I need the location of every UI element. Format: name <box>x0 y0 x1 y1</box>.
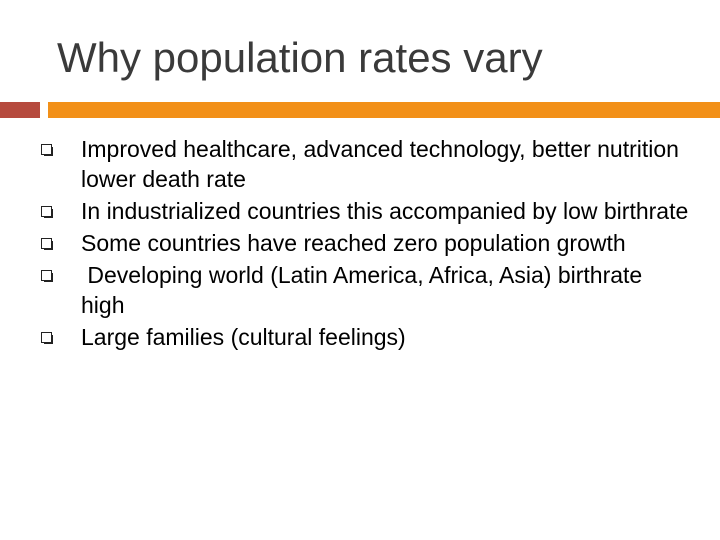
title-rule-left <box>0 102 40 118</box>
bullet-text: Developing world (Latin America, Africa,… <box>81 262 649 318</box>
bullet-text: Large families (cultural feelings) <box>81 324 406 350</box>
title-rule-right <box>48 102 720 118</box>
bullet-item: Some countries have reached zero populat… <box>0 228 691 258</box>
bullet-text: Some countries have reached zero populat… <box>81 230 626 256</box>
bullet-item: Large families (cultural feelings) <box>0 322 691 352</box>
bullet-list: Improved healthcare, advanced technology… <box>0 134 720 354</box>
square-bullet-icon <box>41 238 53 250</box>
square-bullet-icon <box>41 332 53 344</box>
bullet-item: In industrialized countries this accompa… <box>0 196 691 226</box>
bullet-text: In industrialized countries this accompa… <box>81 198 689 224</box>
square-bullet-icon <box>41 270 53 282</box>
bullet-item: Improved healthcare, advanced technology… <box>0 134 691 194</box>
bullet-text: Improved healthcare, advanced technology… <box>81 136 686 192</box>
slide-title: Why population rates vary <box>57 34 543 81</box>
square-bullet-icon <box>41 144 53 156</box>
square-bullet-icon <box>41 206 53 218</box>
bullet-item: Developing world (Latin America, Africa,… <box>0 260 691 320</box>
